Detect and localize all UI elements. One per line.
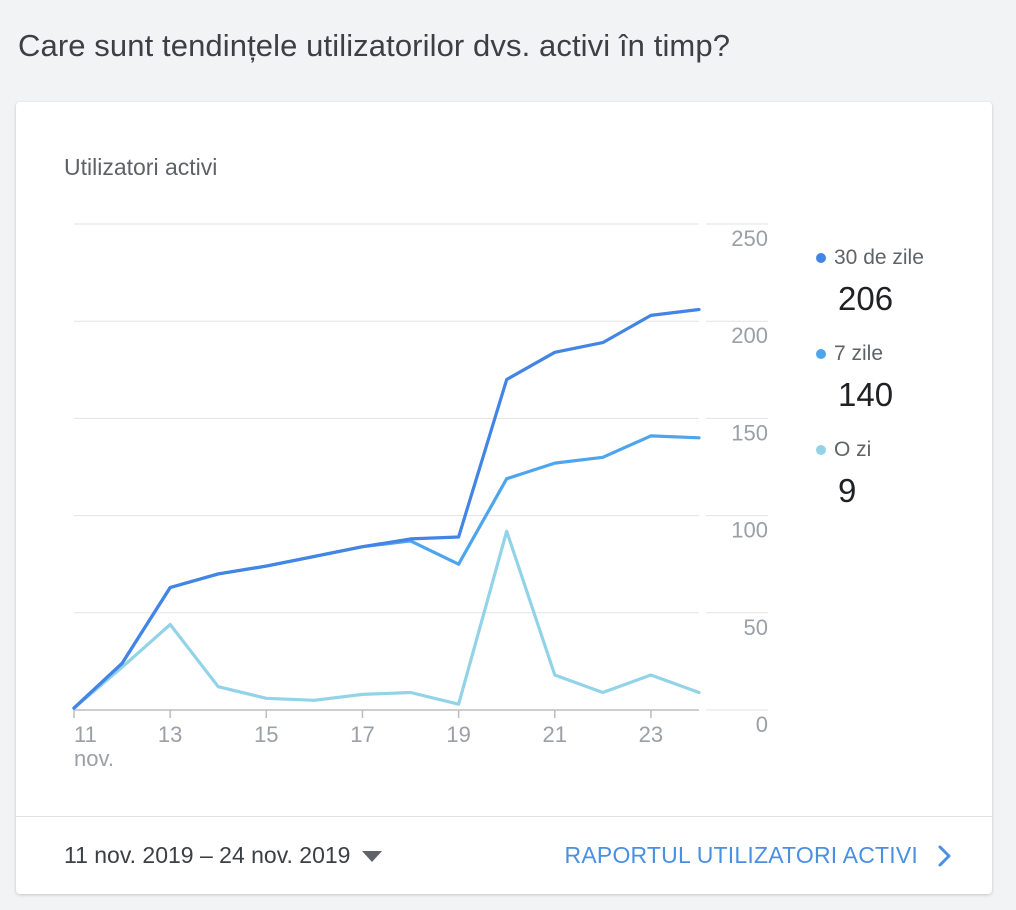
series-line-30-days: [72, 307, 701, 710]
x-tick-label-21: 21: [543, 722, 567, 747]
legend-item-1-day: O zi 9: [816, 434, 986, 510]
chart-title: Utilizatori activi: [64, 154, 218, 180]
chevron-right-icon: [938, 845, 952, 867]
legend-dot-1-day: [816, 445, 826, 455]
x-tick-sublabel-11: nov.: [74, 746, 114, 771]
chart-legend: 30 de zile 206 7 zile 140 O zi 9: [816, 242, 986, 530]
legend-dot-30-days: [816, 253, 826, 263]
date-range-dropdown[interactable]: 11 nov. 2019 – 24 nov. 2019: [64, 842, 383, 869]
legend-item-30-days: 30 de zile 206: [816, 242, 986, 318]
active-users-card: Utilizatori activi 0 50 100 150 200 250 11 nov.…: [16, 102, 992, 894]
series-line-7-days: [72, 434, 701, 710]
y-tick-label-250: 250: [731, 226, 768, 251]
legend-label-1-day: O zi: [834, 438, 872, 461]
report-link-label: RAPORTUL UTILIZATORI ACTIVI: [564, 842, 918, 868]
y-tick-label-50: 50: [744, 615, 768, 640]
active-users-report-link[interactable]: RAPORTUL UTILIZATORI ACTIVI: [565, 842, 952, 869]
x-tick-label-13: 13: [158, 722, 182, 747]
y-tick-label-0: 0: [756, 712, 768, 737]
card-footer-divider: [16, 816, 992, 817]
y-tick-label-200: 200: [731, 323, 768, 348]
date-range-label: 11 nov. 2019 – 24 nov. 2019: [64, 842, 351, 868]
caret-down-icon: [362, 851, 383, 862]
legend-value-7-days: 140: [838, 376, 894, 413]
legend-value-1-day: 9: [838, 472, 857, 509]
page-question-heading: Care sunt tendințele utilizatorilor dvs.…: [18, 28, 731, 63]
legend-item-7-days: 7 zile 140: [816, 338, 986, 414]
x-tick-label-17: 17: [350, 722, 374, 747]
y-tick-label-150: 150: [731, 420, 768, 445]
x-tick-label-15: 15: [254, 722, 278, 747]
legend-value-30-days: 206: [838, 280, 894, 317]
legend-label-7-days: 7 zile: [834, 342, 884, 365]
series-line-1-day: [72, 529, 701, 710]
legend-label-30-days: 30 de zile: [834, 246, 924, 269]
x-tick-label-23: 23: [639, 722, 663, 747]
y-tick-label-100: 100: [731, 518, 768, 543]
x-tick-label-19: 19: [446, 722, 470, 747]
legend-dot-7-days: [816, 349, 826, 359]
x-tick-label-11: 11: [74, 722, 97, 747]
